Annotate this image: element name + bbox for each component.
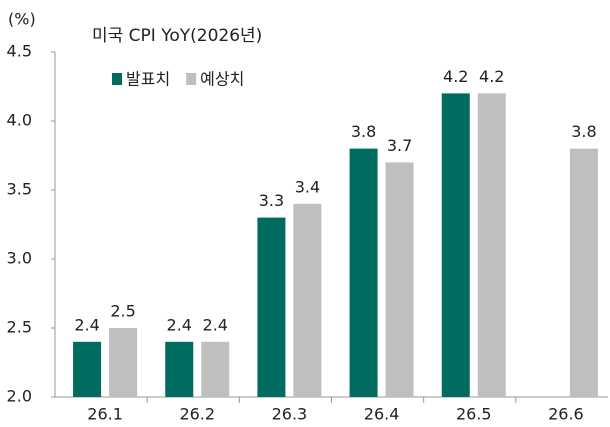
data-label: 3.3	[259, 191, 284, 210]
x-tick-label: 26.6	[548, 405, 584, 424]
bar	[165, 341, 194, 397]
legend-label: 예상치	[200, 70, 244, 89]
data-label: 2.4	[203, 315, 228, 334]
y-tick-label: 2.0	[7, 387, 32, 406]
legend-swatch	[112, 73, 122, 85]
y-tick-label: 4.5	[7, 42, 32, 61]
bar	[109, 328, 138, 397]
x-tick-label: 26.3	[272, 405, 308, 424]
bar	[349, 148, 378, 397]
y-tick-label: 3.0	[7, 249, 32, 268]
data-label: 2.4	[167, 315, 192, 334]
bar	[385, 162, 414, 397]
bar	[441, 93, 470, 398]
x-tick-label: 26.5	[456, 405, 492, 424]
bar	[477, 93, 506, 398]
bar	[201, 341, 230, 397]
data-label: 2.5	[110, 302, 135, 321]
bar	[257, 217, 286, 397]
data-label: 3.8	[571, 122, 596, 141]
y-tick-label: 2.5	[7, 318, 32, 337]
x-tick-label: 26.1	[87, 405, 123, 424]
data-label: 2.4	[74, 315, 99, 334]
y-tick-label: 3.5	[7, 180, 32, 199]
data-label: 3.8	[351, 122, 376, 141]
x-tick-label: 26.4	[364, 405, 400, 424]
data-label: 4.2	[443, 67, 468, 86]
x-tick-label: 26.2	[179, 405, 215, 424]
data-label: 3.4	[295, 177, 320, 196]
y-tick-label: 4.0	[7, 111, 32, 130]
data-label: 4.2	[479, 67, 504, 86]
data-label: 3.7	[387, 136, 412, 155]
bar	[73, 341, 102, 397]
chart-title: 미국 CPI YoY(2026년)	[92, 26, 262, 46]
bar	[569, 148, 598, 397]
bar	[293, 203, 322, 397]
y-axis-label: (%)	[8, 10, 36, 29]
legend-swatch	[186, 73, 197, 85]
legend-label: 발표치	[126, 70, 170, 89]
